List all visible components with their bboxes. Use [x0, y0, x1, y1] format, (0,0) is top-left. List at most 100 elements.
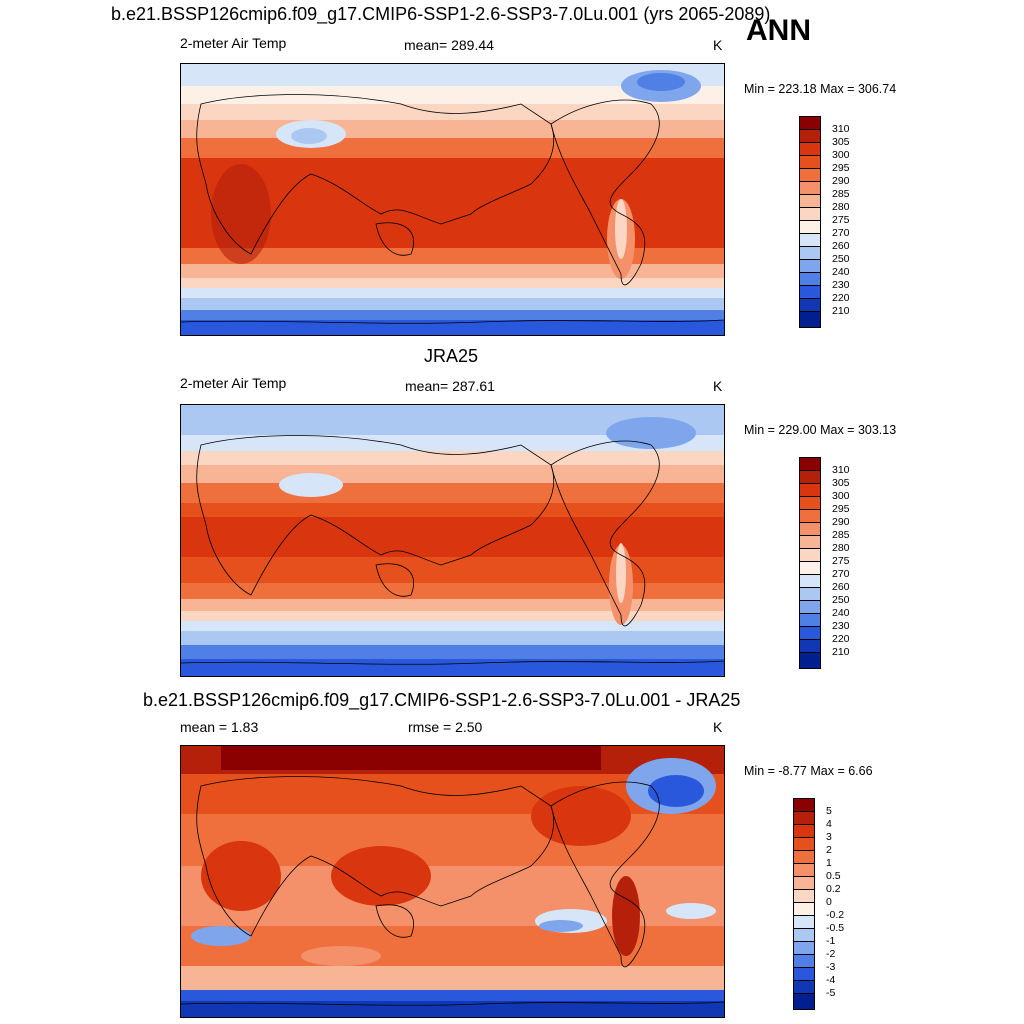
colorbar-tick: 260 [832, 240, 850, 252]
panel2-colorbar: 310 305 300 295 290 285 280 275 270 260 … [799, 457, 859, 669]
colorbar-tick: 290 [832, 175, 850, 187]
colorbar-swatch [793, 824, 815, 838]
panel3-map [180, 745, 725, 1018]
colorbar-swatch [793, 863, 815, 877]
colorbar-swatch [793, 915, 815, 929]
colorbar-swatch [793, 798, 815, 812]
colorbar-tick: -3 [826, 961, 836, 973]
colorbar-swatch [799, 522, 821, 536]
colorbar-swatch [793, 850, 815, 864]
colorbar-tick: 250 [832, 253, 850, 265]
panel1-mean: mean= 289.44 [404, 37, 494, 53]
colorbar-tick: 270 [832, 568, 850, 580]
colorbar-swatch [793, 993, 815, 1010]
colorbar-tick: 305 [832, 477, 850, 489]
colorbar-swatch [799, 626, 821, 640]
colorbar-tick: 0.2 [826, 883, 841, 895]
colorbar-tick: 5 [826, 805, 832, 817]
colorbar-tick: -0.5 [826, 922, 845, 934]
colorbar-tick: 220 [832, 633, 850, 645]
panel3-mean: mean = 1.83 [180, 719, 259, 735]
panel1-variable: 2-meter Air Temp [180, 35, 287, 51]
colorbar-tick: 260 [832, 581, 850, 593]
colorbar-swatch [799, 600, 821, 614]
colorbar-tick: 4 [826, 818, 832, 830]
colorbar-tick: 280 [832, 542, 850, 554]
panel1-map [180, 63, 725, 336]
colorbar-tick: 300 [832, 490, 850, 502]
colorbar-tick: 230 [832, 279, 850, 291]
panel3-colorbar: 5 4 3 2 1 0.5 0.2 0 -0.2 -0.5 -1 -2 -3 -… [793, 798, 853, 1010]
colorbar-tick: 275 [832, 214, 850, 226]
colorbar-tick: 210 [832, 646, 850, 658]
panel2-variable: 2-meter Air Temp [180, 375, 287, 391]
panel2-minmax: Min = 229.00 Max = 303.13 [744, 423, 897, 437]
colorbar-swatch [799, 246, 821, 260]
colorbar-swatch [799, 207, 821, 221]
colorbar-swatch [799, 298, 821, 312]
colorbar-swatch [793, 811, 815, 825]
colorbar-swatch [793, 928, 815, 942]
colorbar-swatch [793, 941, 815, 955]
colorbar-tick: 310 [832, 464, 850, 476]
colorbar-tick: 240 [832, 607, 850, 619]
panel3-title: b.e21.BSSP126cmip6.f09_g17.CMIP6-SSP1-2.… [143, 690, 741, 710]
colorbar-swatch [799, 259, 821, 273]
colorbar-swatch [799, 155, 821, 169]
panel1-temperature-field [181, 64, 724, 335]
panel3-units: K [713, 719, 723, 735]
colorbar-swatch [799, 181, 821, 195]
colorbar-tick: 2 [826, 844, 832, 856]
colorbar-swatch [799, 116, 821, 130]
colorbar-tick: 220 [832, 292, 850, 304]
panel2-units: K [713, 378, 723, 394]
colorbar-tick: 230 [832, 620, 850, 632]
colorbar-tick: 250 [832, 594, 850, 606]
panel1-colorbar: 310 305 300 295 290 285 280 275 270 260 … [799, 116, 859, 328]
colorbar-swatch [799, 272, 821, 286]
colorbar-swatch [799, 483, 821, 497]
colorbar-tick: 3 [826, 831, 832, 843]
colorbar-swatch [799, 535, 821, 549]
colorbar-swatch [799, 142, 821, 156]
colorbar-swatch [799, 457, 821, 471]
colorbar-tick: 280 [832, 201, 850, 213]
colorbar-tick: -5 [826, 987, 836, 999]
colorbar-tick: 305 [832, 136, 850, 148]
colorbar-tick: 285 [832, 529, 850, 541]
colorbar-tick: 285 [832, 188, 850, 200]
colorbar-swatch [799, 194, 821, 208]
panel2-mean: mean= 287.61 [405, 378, 495, 394]
colorbar-tick: 290 [832, 516, 850, 528]
colorbar-swatch [799, 639, 821, 653]
colorbar-tick: 295 [832, 162, 850, 174]
colorbar-tick: 295 [832, 503, 850, 515]
colorbar-swatch [799, 548, 821, 562]
colorbar-swatch [799, 496, 821, 510]
season-label: ANN [746, 14, 811, 47]
colorbar-swatch [793, 967, 815, 981]
panel3-difference-field [181, 746, 724, 1017]
colorbar-tick: 300 [832, 149, 850, 161]
colorbar-swatch [799, 509, 821, 523]
colorbar-swatch [799, 168, 821, 182]
colorbar-swatch [793, 980, 815, 994]
colorbar-swatch [799, 587, 821, 601]
colorbar-tick: 240 [832, 266, 850, 278]
colorbar-tick: 270 [832, 227, 850, 239]
colorbar-swatch [793, 902, 815, 916]
case-title: b.e21.BSSP126cmip6.f09_g17.CMIP6-SSP1-2.… [111, 4, 771, 24]
colorbar-swatch [799, 220, 821, 234]
colorbar-tick: -0.2 [826, 909, 845, 921]
panel2-temperature-field [181, 405, 724, 676]
colorbar-swatch [793, 876, 815, 890]
colorbar-swatch [799, 129, 821, 143]
colorbar-tick: 310 [832, 123, 850, 135]
colorbar-swatch [799, 652, 821, 669]
colorbar-swatch [799, 574, 821, 588]
panel1-minmax: Min = 223.18 Max = 306.74 [744, 82, 897, 96]
colorbar-tick: 1 [826, 857, 832, 869]
colorbar-tick: 275 [832, 555, 850, 567]
colorbar-tick: 210 [832, 305, 850, 317]
colorbar-swatch [799, 233, 821, 247]
